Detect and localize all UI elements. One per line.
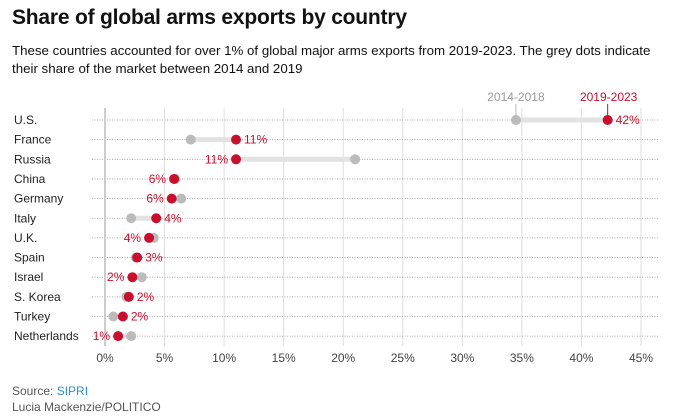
dot-2019-2023 [144,232,155,243]
dot-2019-2023 [166,193,177,204]
source-link[interactable]: SIPRI [56,384,89,398]
x-tick-label: 0% [96,351,114,365]
dot-2019-2023 [231,134,242,145]
x-tick-label: 15% [272,351,296,365]
value-label: 4% [164,211,182,225]
chart-title: Share of global arms exports by country [12,6,407,29]
dot-2019-2023 [151,213,162,224]
dot-2014-2018 [176,193,187,204]
country-label: Turkey [14,310,50,324]
x-tick-label: 40% [569,351,593,365]
value-label: 2% [137,290,155,304]
dot-2019-2023 [123,291,134,302]
value-label: 6% [149,172,167,186]
value-label: 6% [146,192,164,206]
country-label: U.S. [14,113,37,127]
value-label: 11% [244,133,267,147]
legend-previous: 2014-2018 [487,90,545,104]
value-label: 2% [107,270,125,284]
x-tick-label: 45% [629,351,653,365]
country-label: S. Korea [14,290,61,304]
country-label: Spain [14,251,45,265]
x-tick-label: 10% [212,351,236,365]
dot-2019-2023 [117,311,128,322]
dot-2019-2023 [132,252,143,263]
dot-2014-2018 [136,272,147,283]
source-label: Source: [12,384,54,398]
country-label: U.K. [14,231,37,245]
x-tick-label: 30% [450,351,474,365]
legend-current: 2019-2023 [580,90,638,104]
x-tick-label: 5% [156,351,174,365]
value-label: 42% [616,113,640,127]
source-line: Source: SIPRI [12,384,88,398]
value-label: 11% [205,152,228,166]
country-label: China [14,172,46,186]
x-tick-label: 20% [331,351,355,365]
dot-2019-2023 [127,272,138,283]
dot-2014-2018 [185,134,196,145]
country-label: Italy [14,211,36,225]
country-label: France [14,133,52,147]
dot-2014-2018 [108,311,119,322]
dot-2019-2023 [113,331,124,342]
value-label: 4% [124,231,142,245]
country-label: Russia [14,152,51,166]
value-label: 1% [93,329,111,343]
value-label: 3% [145,251,163,265]
country-label: Israel [14,270,43,284]
x-tick-label: 35% [510,351,534,365]
country-label: Netherlands [14,329,79,343]
dot-2014-2018 [126,213,137,224]
dot-2014-2018 [126,331,137,342]
dot-2014-2018 [350,154,361,165]
dot-2019-2023 [231,154,242,165]
value-label: 2% [131,310,149,324]
chart-subtitle: These countries accounted for over 1% of… [12,43,651,76]
country-label: Germany [14,192,63,206]
dot-2019-2023 [169,173,180,184]
credit: Lucia Mackenzie/POLITICO [12,400,161,414]
x-tick-label: 25% [391,351,415,365]
